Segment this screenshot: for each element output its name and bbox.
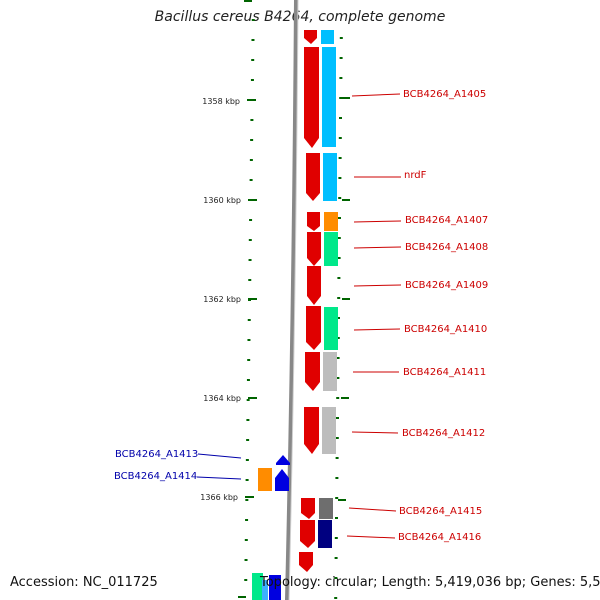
gene-arrow-a1410 bbox=[306, 306, 321, 350]
cog-category-blocks bbox=[318, 30, 338, 548]
gene-label-a1405[interactable]: BCB4264_A1405 bbox=[403, 89, 486, 100]
gene-arrow-a1415 bbox=[301, 498, 315, 519]
gene-arrow-a1412 bbox=[304, 407, 319, 454]
gene-arrow-a1409 bbox=[307, 266, 321, 305]
reverse-strand-genes bbox=[252, 455, 290, 600]
connector-a1412 bbox=[351, 431, 399, 434]
cog-block-a1415 bbox=[319, 498, 333, 519]
gene-block-bottom-1 bbox=[252, 573, 263, 600]
label-connectors bbox=[196, 93, 402, 539]
cog-block-nrdf bbox=[323, 153, 337, 201]
cog-block-a1404 bbox=[321, 30, 334, 44]
gene-arrow-a1416 bbox=[300, 520, 315, 548]
cog-block-a1408 bbox=[324, 232, 338, 266]
cog-block-a1407 bbox=[324, 212, 338, 231]
gene-label-a1408[interactable]: BCB4264_A1408 bbox=[405, 242, 488, 253]
tick-label-1358: 1358 kbp bbox=[202, 97, 240, 106]
gene-block-bottom-2 bbox=[269, 575, 281, 600]
gene-label-nrdf[interactable]: nrdF bbox=[404, 170, 427, 181]
connector-a1410 bbox=[353, 328, 401, 331]
connector-a1409 bbox=[353, 284, 402, 287]
gene-arrow-a1417 bbox=[299, 552, 313, 572]
gene-arrow-a1411 bbox=[305, 352, 320, 391]
connector-a1415 bbox=[348, 507, 397, 512]
tick-label-1364: 1364 kbp bbox=[203, 394, 241, 403]
cog-block-a1412 bbox=[322, 407, 336, 454]
tick-label-1362: 1362 kbp bbox=[203, 295, 241, 304]
connector-a1408 bbox=[353, 246, 402, 249]
connector-a1405 bbox=[351, 93, 401, 97]
connector-a1414 bbox=[196, 476, 242, 480]
gene-label-a1410[interactable]: BCB4264_A1410 bbox=[404, 324, 487, 335]
genome-backbone bbox=[285, 0, 298, 600]
genome-backbone-highlight bbox=[288, 0, 299, 600]
cog-block-a1405 bbox=[322, 47, 336, 147]
gene-label-a1409[interactable]: BCB4264_A1409 bbox=[405, 280, 488, 291]
gene-block-bottom-3 bbox=[262, 580, 268, 600]
gene-label-a1411[interactable]: BCB4264_A1411 bbox=[403, 367, 486, 378]
gene-labels: BCB4264_A1405 nrdF BCB4264_A1407 BCB4264… bbox=[114, 89, 488, 543]
tick-label-1360: 1360 kbp bbox=[203, 196, 241, 205]
tick-label-1366: 1366 kbp bbox=[200, 493, 238, 502]
gene-arrow-a1405 bbox=[304, 47, 319, 148]
gene-label-a1415[interactable]: BCB4264_A1415 bbox=[399, 506, 482, 517]
gene-label-a1416[interactable]: BCB4264_A1416 bbox=[398, 532, 481, 543]
gene-arrow-a1408 bbox=[307, 232, 321, 266]
gene-label-a1412[interactable]: BCB4264_A1412 bbox=[402, 428, 485, 439]
gene-arrow-nrdf bbox=[306, 153, 320, 201]
connector-a1416 bbox=[346, 535, 396, 539]
cog-block-a1410 bbox=[324, 307, 338, 350]
gene-arrow-a1404 bbox=[304, 30, 317, 44]
gene-arrow-a1413 bbox=[276, 455, 290, 465]
topology-text: Topology: circular; Length: 5,419,036 bp… bbox=[260, 575, 600, 590]
major-ticks: 1358 kbp 1360 kbp 1362 kbp 1364 kbp 1366… bbox=[200, 0, 350, 598]
forward-strand-genes bbox=[299, 30, 321, 572]
gene-label-a1407[interactable]: BCB4264_A1407 bbox=[405, 215, 488, 226]
cog-block-a1411 bbox=[323, 352, 337, 391]
gene-arrow-a1407 bbox=[307, 212, 320, 231]
cog-block-a1416 bbox=[318, 520, 332, 548]
accession-text: Accession: NC_011725 bbox=[10, 575, 158, 590]
gene-label-a1413[interactable]: BCB4264_A1413 bbox=[115, 449, 198, 460]
cog-block-a1414 bbox=[258, 468, 272, 491]
connector-a1407 bbox=[353, 220, 402, 223]
gene-label-a1414[interactable]: BCB4264_A1414 bbox=[114, 471, 197, 482]
map-title: Bacillus cereus B4264, complete genome bbox=[154, 9, 446, 25]
connector-a1413 bbox=[197, 453, 242, 459]
gene-arrow-a1414 bbox=[275, 469, 289, 491]
